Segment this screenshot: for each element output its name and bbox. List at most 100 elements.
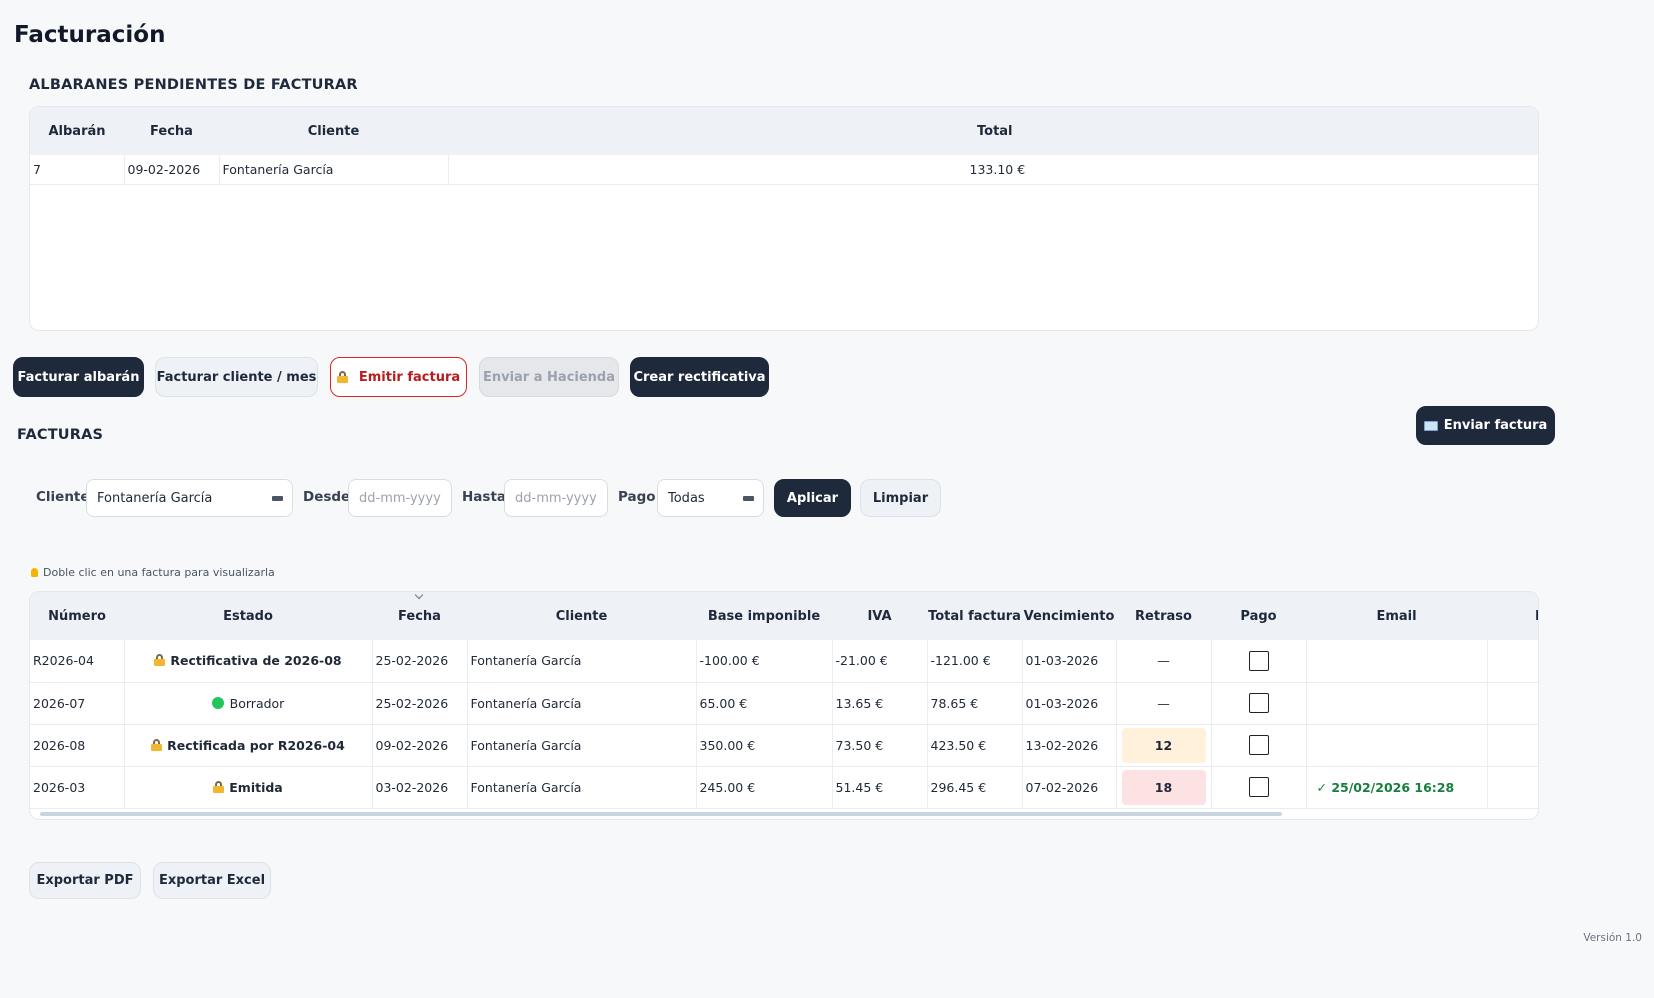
pending-total-cell: 133.10 € bbox=[448, 155, 1538, 185]
facturar-albaran-button[interactable]: Facturar albarán bbox=[13, 357, 144, 397]
lock-icon bbox=[151, 738, 163, 751]
invoice-pago-cell bbox=[1211, 766, 1307, 809]
pending-cliente-cell: Fontanería García bbox=[219, 155, 449, 185]
col-iva[interactable]: IVA bbox=[832, 592, 927, 640]
col-total[interactable]: Total bbox=[448, 107, 1538, 155]
filter-pago-label: Pago bbox=[618, 489, 656, 505]
col-numero[interactable]: Número bbox=[30, 592, 124, 640]
invoice-row[interactable]: 2026-03 Emitida 03-02-2026 Fontanería Ga… bbox=[30, 766, 1538, 809]
pending-table-header: Albarán Fecha Cliente Total bbox=[30, 107, 1538, 155]
invoice-base: -100.00 € bbox=[696, 640, 833, 683]
pending-row[interactable]: 7 09-02-2026 Fontanería García 133.10 € bbox=[30, 155, 1538, 185]
invoice-cliente: Fontanería García bbox=[467, 766, 697, 809]
invoice-retraso: — bbox=[1116, 682, 1212, 725]
col-vencimiento[interactable]: Vencimiento bbox=[1022, 592, 1116, 640]
invoice-retraso-cell: 12 bbox=[1116, 724, 1212, 767]
pending-fecha-cell: 09-02-2026 bbox=[124, 155, 220, 185]
invoice-iva: 51.45 € bbox=[832, 766, 928, 809]
aplicar-label: Aplicar bbox=[786, 490, 839, 506]
version-label: Versión 1.0 bbox=[1583, 932, 1642, 944]
invoice-estado-label: Emitida bbox=[229, 779, 283, 795]
invoice-h bbox=[1487, 682, 1538, 725]
pending-albaran-cell: 7 bbox=[30, 155, 125, 185]
invoice-fecha: 03-02-2026 bbox=[372, 766, 468, 809]
col-email[interactable]: Email bbox=[1306, 592, 1487, 640]
invoice-numero: 2026-07 bbox=[30, 682, 125, 725]
invoices-section-title: FACTURAS bbox=[17, 427, 104, 443]
invoices-table: Número Estado Fecha Cliente Base imponib… bbox=[30, 592, 1538, 809]
filter-cliente-value: Fontanería García bbox=[97, 490, 213, 506]
col-retraso[interactable]: Retraso bbox=[1116, 592, 1211, 640]
lock-icon bbox=[336, 371, 348, 383]
filter-hasta-label: Hasta bbox=[462, 489, 507, 505]
filter-desde-placeholder: dd-mm-yyyy bbox=[359, 490, 441, 506]
invoice-pago-cell bbox=[1211, 724, 1307, 767]
invoice-estado: Rectificada por R2026-04 bbox=[124, 724, 373, 767]
invoice-estado: Rectificativa de 2026-08 bbox=[124, 640, 373, 683]
pago-checkbox[interactable] bbox=[1248, 693, 1269, 713]
invoice-pago-cell bbox=[1211, 682, 1307, 725]
sort-chevron-icon bbox=[414, 592, 424, 600]
invoice-email bbox=[1306, 724, 1488, 767]
facturar-cliente-mes-button[interactable]: Facturar cliente / mes bbox=[155, 357, 318, 397]
col-albaran[interactable]: Albarán bbox=[30, 107, 124, 155]
col-fecha[interactable]: Fecha bbox=[372, 592, 467, 640]
invoice-vencimiento: 13-02-2026 bbox=[1022, 724, 1117, 767]
enviar-factura-label: Enviar factura bbox=[1443, 418, 1548, 433]
lightbulb-icon bbox=[31, 568, 38, 577]
exportar-pdf-label: Exportar PDF bbox=[36, 873, 134, 888]
filter-cliente-select[interactable]: Fontanería García bbox=[86, 479, 293, 517]
pending-table: Albarán Fecha Cliente Total 7 09-02-2026… bbox=[30, 107, 1538, 185]
col-fecha[interactable]: Fecha bbox=[124, 107, 219, 155]
exportar-pdf-button[interactable]: Exportar PDF bbox=[29, 862, 141, 899]
invoice-numero: 2026-03 bbox=[30, 766, 125, 809]
filter-pago-select[interactable]: Todas bbox=[657, 479, 764, 517]
filter-pago-value: Todas bbox=[668, 490, 705, 506]
email-icon bbox=[1423, 420, 1438, 431]
limpiar-label: Limpiar bbox=[872, 490, 929, 506]
enviar-hacienda-button[interactable]: Enviar a Hacienda bbox=[479, 357, 619, 397]
invoice-total: 78.65 € bbox=[927, 682, 1023, 725]
col-pago[interactable]: Pago bbox=[1211, 592, 1306, 640]
facturar-albaran-label: Facturar albarán bbox=[17, 369, 140, 385]
invoice-cliente: Fontanería García bbox=[467, 640, 697, 683]
limpiar-button[interactable]: Limpiar bbox=[860, 479, 941, 517]
emitir-factura-button[interactable]: Emitir factura bbox=[330, 357, 467, 397]
invoice-email bbox=[1306, 640, 1488, 683]
horizontal-scrollbar[interactable] bbox=[40, 812, 1282, 816]
invoice-vencimiento: 01-03-2026 bbox=[1022, 682, 1117, 725]
invoice-vencimiento: 01-03-2026 bbox=[1022, 640, 1117, 683]
filter-hasta-input[interactable]: dd-mm-yyyy bbox=[504, 479, 608, 517]
invoices-table-panel: Número Estado Fecha Cliente Base imponib… bbox=[29, 591, 1539, 820]
green-dot-icon bbox=[211, 696, 224, 709]
filter-hasta-placeholder: dd-mm-yyyy bbox=[515, 490, 597, 506]
invoice-retraso-cell: 18 bbox=[1116, 766, 1212, 809]
filter-desde-label: Desde bbox=[303, 489, 351, 505]
invoice-row[interactable]: R2026-04 Rectificativa de 2026-08 25-02-… bbox=[30, 640, 1538, 683]
enviar-factura-button[interactable]: Enviar factura bbox=[1416, 406, 1555, 445]
invoice-total: -121.00 € bbox=[927, 640, 1023, 683]
lock-icon bbox=[213, 780, 225, 793]
col-cliente[interactable]: Cliente bbox=[467, 592, 696, 640]
col-total-factura[interactable]: Total factura bbox=[927, 592, 1022, 640]
invoice-fecha: 25-02-2026 bbox=[372, 682, 468, 725]
invoice-iva: 13.65 € bbox=[832, 682, 928, 725]
invoice-base: 65.00 € bbox=[696, 682, 833, 725]
pago-checkbox[interactable] bbox=[1248, 650, 1269, 671]
col-base-imponible[interactable]: Base imponible bbox=[696, 592, 832, 640]
col-h[interactable]: H bbox=[1487, 592, 1538, 640]
pago-checkbox[interactable] bbox=[1248, 735, 1269, 755]
filter-desde-input[interactable]: dd-mm-yyyy bbox=[348, 479, 452, 517]
invoice-row[interactable]: 2026-07 Borrador 25-02-2026 Fontanería G… bbox=[30, 682, 1538, 725]
crear-rectificativa-label: Crear rectificativa bbox=[633, 369, 766, 385]
exportar-excel-button[interactable]: Exportar Excel bbox=[153, 862, 271, 899]
crear-rectificativa-button[interactable]: Crear rectificativa bbox=[630, 357, 769, 397]
lock-icon bbox=[154, 654, 166, 667]
pending-section-title: ALBARANES PENDIENTES DE FACTURAR bbox=[29, 77, 358, 93]
invoice-row[interactable]: 2026-08 Rectificada por R2026-04 09-02-2… bbox=[30, 724, 1538, 767]
col-cliente[interactable]: Cliente bbox=[219, 107, 448, 155]
pago-checkbox[interactable] bbox=[1248, 777, 1269, 797]
aplicar-button[interactable]: Aplicar bbox=[774, 479, 851, 517]
col-estado[interactable]: Estado bbox=[124, 592, 372, 640]
emitir-factura-label: Emitir factura bbox=[358, 369, 461, 385]
